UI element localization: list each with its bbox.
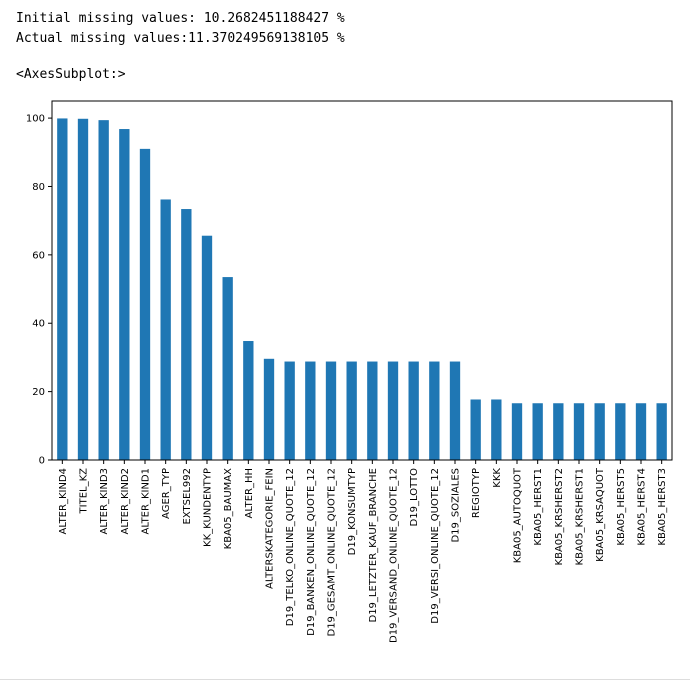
bar bbox=[98, 120, 109, 460]
bar bbox=[367, 361, 378, 460]
bar bbox=[284, 361, 295, 460]
bar bbox=[656, 403, 667, 460]
x-tick-label: ALTER_HH bbox=[244, 468, 255, 518]
bars-group bbox=[57, 118, 667, 461]
bar bbox=[449, 361, 461, 460]
axes-repr-text: <AxesSubplot:> bbox=[16, 67, 126, 82]
x-tick-label: KBA05_KRSAQUOT bbox=[595, 467, 606, 562]
bar bbox=[222, 277, 233, 460]
x-tick-label: KBA05_HERST1 bbox=[533, 468, 544, 546]
actual-missing-text: Actual missing values:11.370249569138105… bbox=[16, 31, 345, 46]
x-tick-label: D19_SOZIALES bbox=[451, 468, 462, 543]
bar bbox=[57, 118, 68, 461]
bar bbox=[491, 399, 502, 460]
x-tick-label: KBA05_AUTOQUOT bbox=[513, 467, 524, 563]
x-tick-label: D19_GESAMT_ONLINE_QUOTE_12 bbox=[327, 468, 338, 637]
cell-bottom-divider bbox=[0, 679, 690, 680]
x-tick-label: KK_KUNDENTYP bbox=[203, 468, 214, 547]
x-tick-label: REGIOTYP bbox=[471, 468, 482, 518]
x-tick-label: AGER_TYP bbox=[161, 468, 172, 519]
bar bbox=[305, 361, 316, 460]
bar bbox=[201, 235, 213, 460]
x-tick-label: KBA05_KRSHERST2 bbox=[554, 468, 565, 565]
x-tick-label: KBA05_KRSHERST1 bbox=[575, 468, 586, 565]
x-tick-label: KBA05_HERST4 bbox=[637, 468, 648, 546]
x-tick-label: ALTER_KIND4 bbox=[58, 468, 69, 534]
bar bbox=[429, 361, 440, 460]
bar bbox=[553, 403, 564, 460]
bar bbox=[160, 199, 171, 460]
bar bbox=[408, 361, 419, 460]
x-tick-label: KBA05_HERST3 bbox=[657, 468, 668, 546]
bar bbox=[470, 399, 481, 460]
x-tick-label: ALTER_KIND1 bbox=[141, 468, 152, 534]
y-tick-label: 80 bbox=[32, 182, 45, 193]
y-tick-label: 20 bbox=[32, 387, 45, 398]
bar bbox=[387, 361, 399, 460]
x-tick-label: ALTER_KIND2 bbox=[120, 468, 131, 534]
x-tick-label: D19_LOTTO bbox=[409, 468, 420, 527]
bar bbox=[181, 209, 192, 460]
x-axis: ALTER_KIND4 TITEL_KZ ALTER_KIND3 ALTER_KIND… bbox=[58, 460, 668, 643]
bar bbox=[346, 361, 357, 460]
x-tick-label: TITEL_KZ bbox=[79, 468, 90, 515]
x-tick-label: EXTSEL992 bbox=[182, 468, 193, 524]
x-tick-label: KBA05_HERST5 bbox=[616, 468, 627, 546]
bar bbox=[325, 361, 337, 460]
bar bbox=[263, 358, 275, 460]
x-tick-label: ALTER_KIND3 bbox=[99, 468, 110, 534]
bar bbox=[594, 403, 605, 460]
bar bbox=[139, 148, 151, 460]
bar bbox=[511, 403, 523, 460]
bar bbox=[243, 341, 254, 460]
bar bbox=[573, 403, 585, 460]
y-tick-label: 60 bbox=[32, 250, 45, 261]
y-tick-label: 0 bbox=[39, 456, 45, 467]
y-axis: 0 20 40 60 80 100 bbox=[26, 114, 52, 467]
bar bbox=[615, 403, 626, 460]
y-tick-label: 40 bbox=[32, 319, 45, 330]
x-tick-label: ALTERSKATEGORIE_FEIN bbox=[265, 468, 276, 589]
x-tick-label: D19_TELKO_ONLINE_QUOTE_12 bbox=[285, 468, 296, 626]
bar bbox=[119, 129, 130, 460]
x-tick-label: KBA05_BAUMAX bbox=[223, 468, 234, 549]
x-tick-label: D19_LETZTER_KAUF_BRANCHE bbox=[368, 468, 379, 623]
x-tick-label: KKK bbox=[492, 468, 503, 488]
x-tick-label: D19_BANKEN_ONLINE_QUOTE_12 bbox=[306, 468, 317, 636]
x-tick-label: D19_VERSAND_ONLINE_QUOTE_12 bbox=[389, 468, 400, 643]
bar bbox=[532, 403, 543, 460]
plot-frame bbox=[51, 100, 673, 461]
bar bbox=[77, 118, 89, 460]
x-tick-label: D19_VERSI_ONLINE_QUOTE_12 bbox=[430, 468, 441, 624]
initial-missing-text: Initial missing values: 10.2682451188427… bbox=[16, 11, 345, 26]
bar bbox=[635, 403, 647, 460]
y-tick-label: 100 bbox=[26, 114, 45, 125]
x-tick-label: D19_KONSUMTYP bbox=[347, 468, 358, 555]
